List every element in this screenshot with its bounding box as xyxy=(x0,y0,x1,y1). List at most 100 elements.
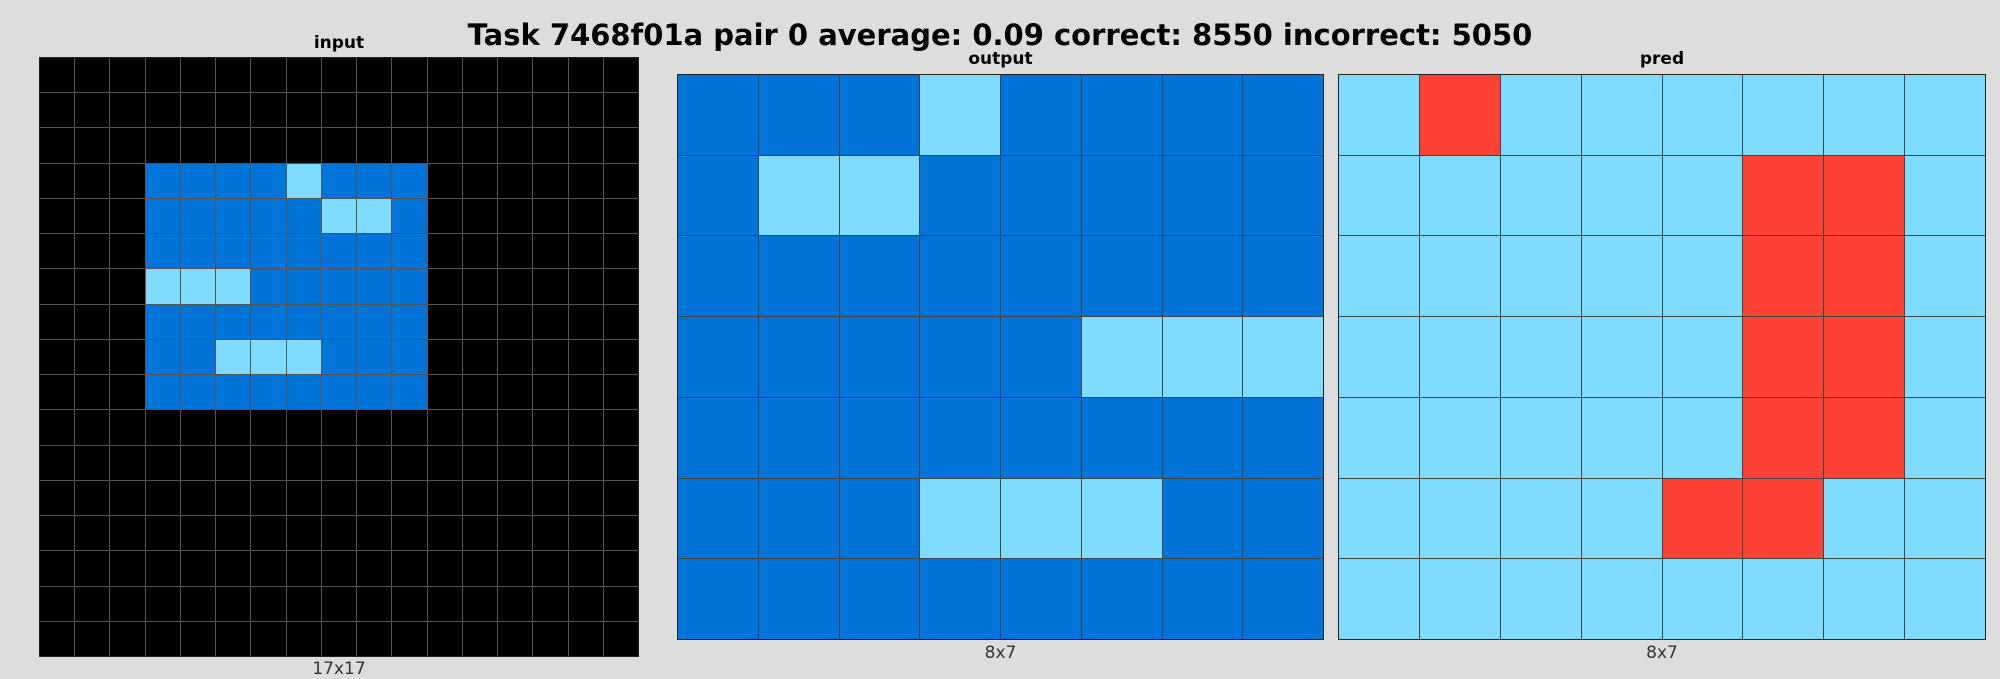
pred-cell xyxy=(1662,236,1743,317)
input-cell xyxy=(286,375,321,410)
input-cell xyxy=(462,410,498,445)
input-cell xyxy=(462,58,498,93)
input-cell xyxy=(603,163,638,198)
input-cell xyxy=(568,93,603,128)
pred-cell xyxy=(1419,559,1500,639)
input-cell xyxy=(568,586,603,621)
input-cell xyxy=(603,586,638,621)
input-cell xyxy=(216,58,251,93)
input-cell xyxy=(216,339,251,375)
input-cell xyxy=(251,375,286,410)
input-cell xyxy=(392,93,427,128)
input-cell xyxy=(75,410,110,445)
input-cell xyxy=(533,551,568,586)
input-cell xyxy=(462,304,498,339)
output-cell xyxy=(678,559,758,639)
input-cell xyxy=(392,480,427,516)
input-cell xyxy=(462,445,498,480)
output-cell xyxy=(839,397,920,478)
pred-cell xyxy=(1662,317,1743,397)
input-cell xyxy=(145,234,180,269)
input-cell xyxy=(180,480,216,516)
input-cell xyxy=(498,551,533,586)
input-cell xyxy=(110,551,145,586)
output-cell xyxy=(758,478,839,559)
input-cell xyxy=(110,198,145,234)
output-cell xyxy=(1001,236,1081,317)
output-cell xyxy=(758,75,839,155)
input-cell xyxy=(427,586,462,621)
output-cell xyxy=(758,559,839,639)
input-cell xyxy=(145,480,180,516)
input-cell xyxy=(145,304,180,339)
input-cell xyxy=(180,269,216,304)
input-cell xyxy=(533,198,568,234)
output-cell xyxy=(1162,75,1243,155)
pred-cell xyxy=(1500,236,1581,317)
input-cell xyxy=(40,410,75,445)
input-cell xyxy=(357,339,392,375)
input-cell xyxy=(533,480,568,516)
input-cell xyxy=(533,58,568,93)
input-cell xyxy=(462,234,498,269)
input-cell xyxy=(145,445,180,480)
pred-cell xyxy=(1581,397,1662,478)
input-cell xyxy=(286,480,321,516)
input-cell xyxy=(392,339,427,375)
input-cell xyxy=(286,58,321,93)
output-cell xyxy=(1162,559,1243,639)
pred-cell xyxy=(1743,317,1824,397)
input-cell xyxy=(568,198,603,234)
input-cell xyxy=(462,163,498,198)
input-cell xyxy=(427,234,462,269)
input-cell xyxy=(286,93,321,128)
output-grid xyxy=(677,74,1324,640)
input-cell xyxy=(603,621,638,656)
output-cell xyxy=(839,478,920,559)
input-cell xyxy=(427,516,462,551)
input-cell xyxy=(392,58,427,93)
input-cell xyxy=(251,516,286,551)
input-cell xyxy=(392,410,427,445)
input-cell xyxy=(75,234,110,269)
input-cell xyxy=(145,93,180,128)
input-cell xyxy=(568,58,603,93)
input-cell xyxy=(216,445,251,480)
output-cell xyxy=(1081,317,1162,397)
pred-cell xyxy=(1419,478,1500,559)
input-cell xyxy=(533,586,568,621)
pred-cell xyxy=(1662,397,1743,478)
input-cell xyxy=(251,58,286,93)
input-cell xyxy=(427,339,462,375)
output-cell xyxy=(678,155,758,236)
input-cell xyxy=(75,198,110,234)
input-cell xyxy=(603,551,638,586)
input-cell xyxy=(533,269,568,304)
input-cell xyxy=(392,128,427,163)
input-cell xyxy=(286,516,321,551)
input-cell xyxy=(110,621,145,656)
input-cell xyxy=(110,163,145,198)
output-cell xyxy=(678,478,758,559)
input-cell xyxy=(321,621,357,656)
input-cell xyxy=(251,163,286,198)
input-cell xyxy=(392,269,427,304)
input-cell xyxy=(498,163,533,198)
pred-cell xyxy=(1824,478,1905,559)
input-cell xyxy=(145,269,180,304)
output-cell xyxy=(920,317,1000,397)
input-cell xyxy=(498,445,533,480)
input-cell xyxy=(216,480,251,516)
input-cell xyxy=(392,586,427,621)
input-cell xyxy=(180,234,216,269)
input-cell xyxy=(110,375,145,410)
input-cell xyxy=(286,128,321,163)
output-cell xyxy=(1081,236,1162,317)
input-cell xyxy=(321,234,357,269)
input-cell xyxy=(533,128,568,163)
input-cell xyxy=(427,445,462,480)
input-cell xyxy=(40,163,75,198)
input-cell xyxy=(40,480,75,516)
input-cell xyxy=(462,375,498,410)
input-cell xyxy=(427,480,462,516)
